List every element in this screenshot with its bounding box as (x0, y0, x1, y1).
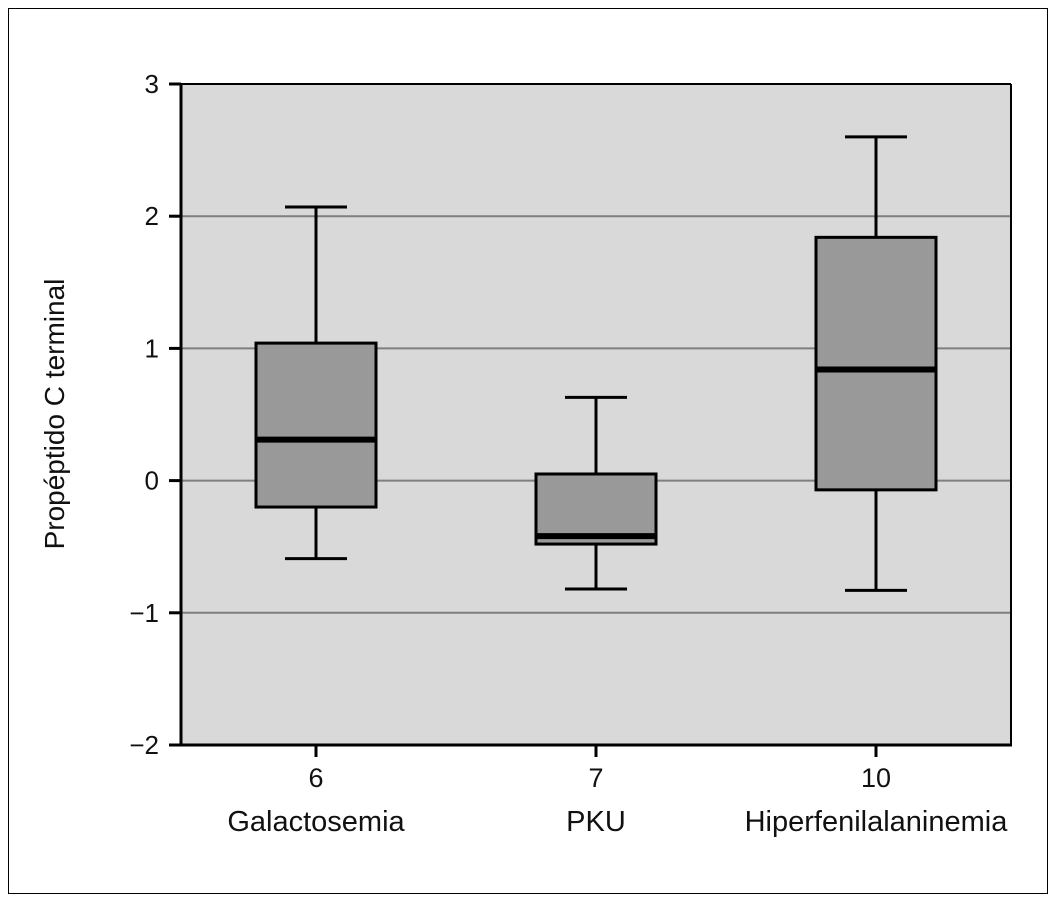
x-category-name: Galactosemia (227, 806, 405, 838)
y-tick-label: 0 (145, 466, 159, 496)
y-axis-title: Propéptido C terminal (39, 279, 70, 550)
box-group (254, 205, 378, 561)
x-category-count: 6 (308, 763, 323, 793)
box-iqr (814, 235, 938, 492)
box-iqr (534, 472, 658, 546)
box-iqr (254, 341, 378, 509)
x-category-count: 10 (861, 763, 891, 793)
y-tick-label: 1 (145, 333, 159, 363)
y-tick-label: 3 (145, 69, 159, 99)
y-tick-label: −2 (129, 730, 159, 760)
labels: −2 −1 0 1 2 3 6 Galactosemia 7 PKU 10 Hiperfenilala… (129, 69, 1008, 838)
box-group (534, 395, 658, 591)
box-group (814, 135, 938, 592)
x-category-name: Hiperfenilalaninemia (745, 806, 1009, 838)
x-category-name: PKU (566, 806, 626, 838)
boxes (254, 135, 938, 592)
y-tick-label: 2 (145, 201, 159, 231)
x-category-count: 7 (588, 763, 603, 793)
axes (169, 82, 1012, 757)
y-tick-label: −1 (129, 598, 159, 628)
